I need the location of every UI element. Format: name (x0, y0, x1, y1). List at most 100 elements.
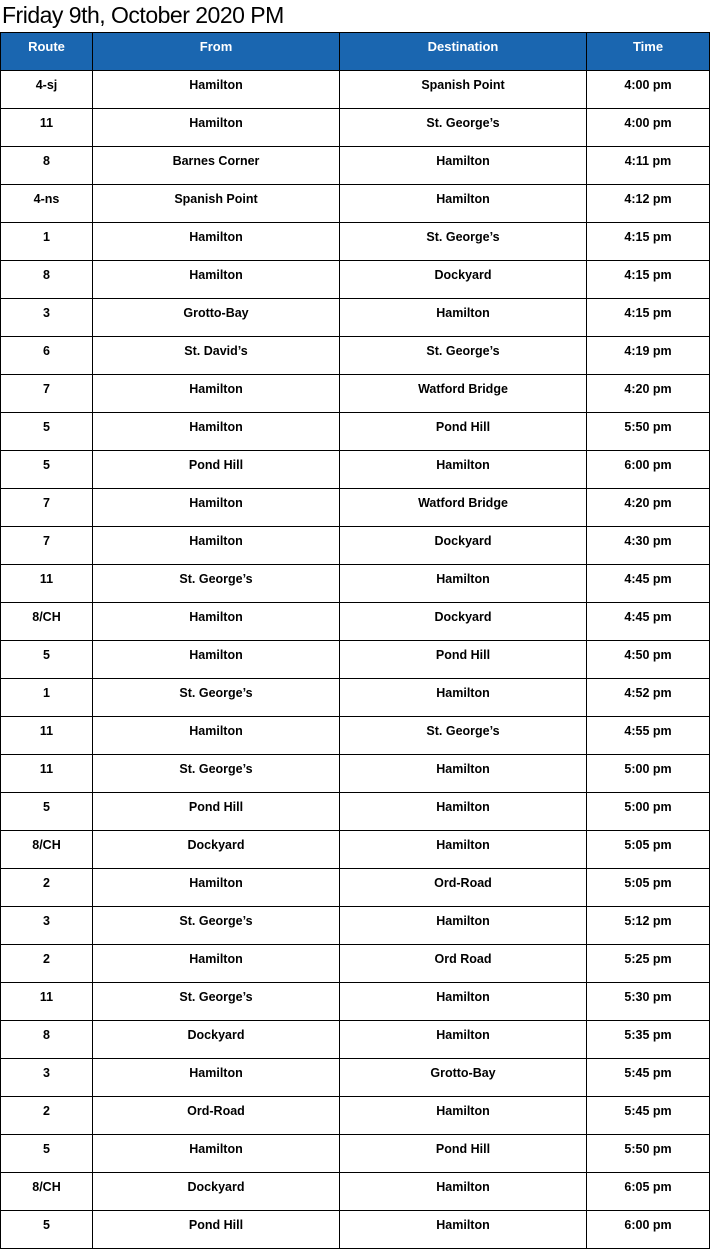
destination-cell: Pond Hill (339, 640, 587, 679)
table-row: 4-sj Hamilton Spanish Point 4:00 pm (0, 70, 710, 109)
time-cell: 5:12 pm (586, 906, 710, 945)
page-title: Friday 9th, October 2020 PM (2, 2, 284, 28)
time-cell: 5:30 pm (586, 982, 710, 1021)
destination-cell: St. George’s (339, 222, 587, 261)
time-cell: 5:05 pm (586, 868, 710, 907)
destination-cell: St. George’s (339, 108, 587, 147)
route-cell: 2 (0, 1096, 93, 1135)
route-cell: 3 (0, 1058, 93, 1097)
destination-cell: Hamilton (339, 1020, 587, 1059)
destination-cell: Dockyard (339, 526, 587, 565)
destination-cell: Ord-Road (339, 868, 587, 907)
route-cell: 5 (0, 640, 93, 679)
time-cell: 5:35 pm (586, 1020, 710, 1059)
route-cell: 7 (0, 374, 93, 413)
from-cell: Hamilton (92, 944, 340, 983)
destination-cell: Hamilton (339, 982, 587, 1021)
schedule-table: Route From Destination Time 4-sj Hamilton… (0, 32, 710, 1249)
route-cell: 11 (0, 108, 93, 147)
column-header-from: From (92, 32, 340, 71)
table-row: 5 Pond Hill Hamilton 6:00 pm (0, 450, 710, 489)
route-cell: 8 (0, 1020, 93, 1059)
destination-cell: Hamilton (339, 450, 587, 489)
time-cell: 4:15 pm (586, 298, 710, 337)
time-cell: 4:20 pm (586, 488, 710, 527)
table-row: 1 St. George’s Hamilton 4:52 pm (0, 678, 710, 717)
destination-cell: Hamilton (339, 830, 587, 869)
table-row: 2 Hamilton Ord Road 5:25 pm (0, 944, 710, 983)
time-cell: 4:15 pm (586, 260, 710, 299)
table-row: 8 Dockyard Hamilton 5:35 pm (0, 1020, 710, 1059)
from-cell: Hamilton (92, 602, 340, 641)
from-cell: Hamilton (92, 488, 340, 527)
route-cell: 2 (0, 868, 93, 907)
table-row: 8/CH Dockyard Hamilton 5:05 pm (0, 830, 710, 869)
route-cell: 8/CH (0, 1172, 93, 1211)
route-cell: 7 (0, 526, 93, 565)
table-row: 11 St. George’s Hamilton 5:00 pm (0, 754, 710, 793)
time-cell: 4:20 pm (586, 374, 710, 413)
time-cell: 4:45 pm (586, 564, 710, 603)
header-row: Route From Destination Time (0, 32, 710, 71)
table-row: 8 Hamilton Dockyard 4:15 pm (0, 260, 710, 299)
destination-cell: Hamilton (339, 1096, 587, 1135)
route-cell: 7 (0, 488, 93, 527)
from-cell: Hamilton (92, 640, 340, 679)
route-cell: 1 (0, 678, 93, 717)
route-cell: 4-sj (0, 70, 93, 109)
time-cell: 4:30 pm (586, 526, 710, 565)
table-row: 5 Pond Hill Hamilton 5:00 pm (0, 792, 710, 831)
destination-cell: Watford Bridge (339, 374, 587, 413)
route-cell: 8 (0, 146, 93, 185)
from-cell: St. George’s (92, 754, 340, 793)
table-row: 11 St. George’s Hamilton 4:45 pm (0, 564, 710, 603)
time-cell: 4:52 pm (586, 678, 710, 717)
time-cell: 6:00 pm (586, 1210, 710, 1249)
destination-cell: Hamilton (339, 754, 587, 793)
route-cell: 3 (0, 906, 93, 945)
destination-cell: Ord Road (339, 944, 587, 983)
time-cell: 4:45 pm (586, 602, 710, 641)
time-cell: 5:00 pm (586, 792, 710, 831)
time-cell: 5:50 pm (586, 1134, 710, 1173)
from-cell: Spanish Point (92, 184, 340, 223)
table-row: 7 Hamilton Watford Bridge 4:20 pm (0, 374, 710, 413)
table-row: 8/CH Hamilton Dockyard 4:45 pm (0, 602, 710, 641)
route-cell: 8/CH (0, 602, 93, 641)
route-cell: 11 (0, 754, 93, 793)
from-cell: Hamilton (92, 716, 340, 755)
from-cell: Hamilton (92, 70, 340, 109)
from-cell: St. George’s (92, 564, 340, 603)
destination-cell: Hamilton (339, 678, 587, 717)
destination-cell: Grotto-Bay (339, 1058, 587, 1097)
table-row: 11 Hamilton St. George’s 4:00 pm (0, 108, 710, 147)
route-cell: 2 (0, 944, 93, 983)
from-cell: Hamilton (92, 412, 340, 451)
time-cell: 5:00 pm (586, 754, 710, 793)
from-cell: St. George’s (92, 906, 340, 945)
destination-cell: Hamilton (339, 146, 587, 185)
destination-cell: Hamilton (339, 184, 587, 223)
column-header-time: Time (586, 32, 710, 71)
table-row: 2 Ord-Road Hamilton 5:45 pm (0, 1096, 710, 1135)
route-cell: 4-ns (0, 184, 93, 223)
table-row: 4-ns Spanish Point Hamilton 4:12 pm (0, 184, 710, 223)
column-header-destination: Destination (339, 32, 587, 71)
time-cell: 4:55 pm (586, 716, 710, 755)
table-row: 8/CH Dockyard Hamilton 6:05 pm (0, 1172, 710, 1211)
route-cell: 1 (0, 222, 93, 261)
time-cell: 4:00 pm (586, 70, 710, 109)
route-cell: 5 (0, 1134, 93, 1173)
table-row: 6 St. David’s St. George’s 4:19 pm (0, 336, 710, 375)
table-row: 8 Barnes Corner Hamilton 4:11 pm (0, 146, 710, 185)
destination-cell: Watford Bridge (339, 488, 587, 527)
from-cell: Hamilton (92, 222, 340, 261)
table-row: 11 Hamilton St. George’s 4:55 pm (0, 716, 710, 755)
from-cell: Hamilton (92, 108, 340, 147)
table-row: 3 Hamilton Grotto-Bay 5:45 pm (0, 1058, 710, 1097)
from-cell: Pond Hill (92, 1210, 340, 1249)
table-row: 5 Hamilton Pond Hill 5:50 pm (0, 412, 710, 451)
time-cell: 4:50 pm (586, 640, 710, 679)
table-row: 5 Hamilton Pond Hill 4:50 pm (0, 640, 710, 679)
destination-cell: Pond Hill (339, 412, 587, 451)
